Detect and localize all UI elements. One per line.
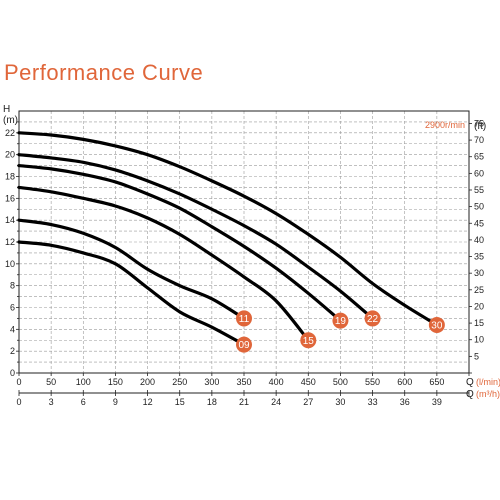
x-secondary-tick-label: 36 (400, 397, 410, 407)
y-left-tick-label: 14 (5, 215, 15, 225)
y-right-tick-label: 20 (474, 301, 484, 311)
y-right-tick-label: 50 (474, 202, 484, 212)
x-primary-tick-label: 600 (397, 377, 412, 387)
y-right-tick-label: 65 (474, 152, 484, 162)
y-right-axis-unit: (ft) (474, 121, 486, 132)
x-secondary-tick-label: 0 (16, 397, 21, 407)
curve-19 (17, 163, 343, 323)
y-right-tick-label: 30 (474, 268, 484, 278)
x-secondary-tick-label: 9 (113, 397, 118, 407)
x-secondary-tick-label: 30 (335, 397, 345, 407)
x-primary-tick-label: 500 (333, 377, 348, 387)
x-secondary-tick-label: 39 (432, 397, 442, 407)
y-right-tick-label: 5 (474, 351, 479, 361)
series-layer (17, 131, 439, 347)
x-secondary-tick-label: 12 (143, 397, 153, 407)
x-primary-tick-label: 250 (172, 377, 187, 387)
y-left-axis-unit: (m) (3, 115, 18, 126)
x-primary-tick-label: 100 (76, 377, 91, 387)
y-left-tick-label: 0 (10, 368, 15, 378)
y-right-tick-label: 45 (474, 218, 484, 228)
x-primary-tick-label: 0 (16, 377, 21, 387)
y-right-tick-label: 40 (474, 235, 484, 245)
x-secondary-tick-label: 3 (49, 397, 54, 407)
y-right-tick-label: 70 (474, 135, 484, 145)
curve-badge-15 (300, 332, 317, 349)
x-primary-tick-label: 50 (46, 377, 56, 387)
y-right-tick-label: 75 (474, 118, 484, 128)
x-primary-tick-label: 200 (140, 377, 155, 387)
curve-badge-30 (428, 316, 445, 333)
curve-label-11: 11 (239, 314, 250, 325)
curve-15 (17, 185, 310, 342)
y-left-tick-label: 16 (5, 193, 15, 203)
y-left-tick-label: 22 (5, 128, 15, 138)
curve-label-19: 19 (335, 316, 347, 327)
y-left-tick-label: 12 (5, 237, 15, 247)
curve-badge-19 (332, 312, 349, 329)
curve-badge-09 (236, 336, 252, 353)
y-left-tick-label: 10 (5, 259, 15, 269)
y-left-tick-label: 4 (10, 324, 15, 334)
y-left-tick-label: 20 (5, 150, 15, 160)
x-primary-tick-label: 350 (236, 377, 251, 387)
page-title: Performance Curve (4, 60, 204, 85)
y-right-tick-label: 25 (474, 285, 484, 295)
x-secondary-axis-unit: (m³/h) (476, 389, 500, 399)
curve-badge-22 (364, 310, 381, 327)
label-layer: 09 11 15 19 22 30 (236, 310, 445, 353)
speed-label: 2900r/min (425, 120, 465, 130)
x-primary-axis-unit: (l/min) (476, 377, 500, 387)
y-right-tick-label: 35 (474, 252, 484, 262)
y-left-tick-label: 8 (10, 281, 15, 291)
x-primary-tick-label: 300 (204, 377, 219, 387)
y-right-tick-label: 60 (474, 168, 484, 178)
x-secondary-tick-label: 15 (175, 397, 185, 407)
y-right-tick-label: 10 (474, 335, 484, 345)
x-primary-tick-label: 650 (429, 377, 444, 387)
curve-11 (17, 218, 246, 321)
curve-22 (17, 153, 375, 321)
curve-label-09: 09 (238, 340, 250, 351)
y-left-tick-label: 18 (5, 172, 15, 182)
y-right-tick-label: 15 (474, 318, 484, 328)
x-primary-tick-label: 450 (301, 377, 316, 387)
x-secondary-tick-label: 18 (207, 397, 217, 407)
x-secondary-tick-label: 21 (239, 397, 249, 407)
x-primary-tick-label: 550 (365, 377, 380, 387)
x-secondary-tick-label: 6 (81, 397, 86, 407)
x-primary-tick-label: 150 (108, 377, 123, 387)
y-left-tick-label: 2 (10, 346, 15, 356)
x-secondary-tick-label: 33 (368, 397, 378, 407)
y-right-tick-label: 55 (474, 185, 484, 195)
x-secondary-tick-label: 24 (271, 397, 281, 407)
curve-label-15: 15 (303, 336, 315, 347)
axis-layer: 0246810121416182022H(m)51015202530354045… (3, 104, 500, 407)
x-secondary-axis-label: Q (466, 389, 474, 400)
x-primary-tick-label: 400 (269, 377, 284, 387)
x-primary-axis-label: Q (466, 377, 474, 388)
y-left-tick-label: 6 (10, 303, 15, 313)
y-left-axis-label: H (3, 104, 10, 115)
grid-layer (19, 111, 469, 373)
x-secondary-tick-label: 27 (303, 397, 313, 407)
curve-label-30: 30 (431, 320, 443, 331)
curve-09 (17, 240, 246, 347)
curve-30 (17, 131, 439, 327)
curve-label-22: 22 (367, 314, 379, 325)
curve-badge-11 (236, 310, 252, 327)
